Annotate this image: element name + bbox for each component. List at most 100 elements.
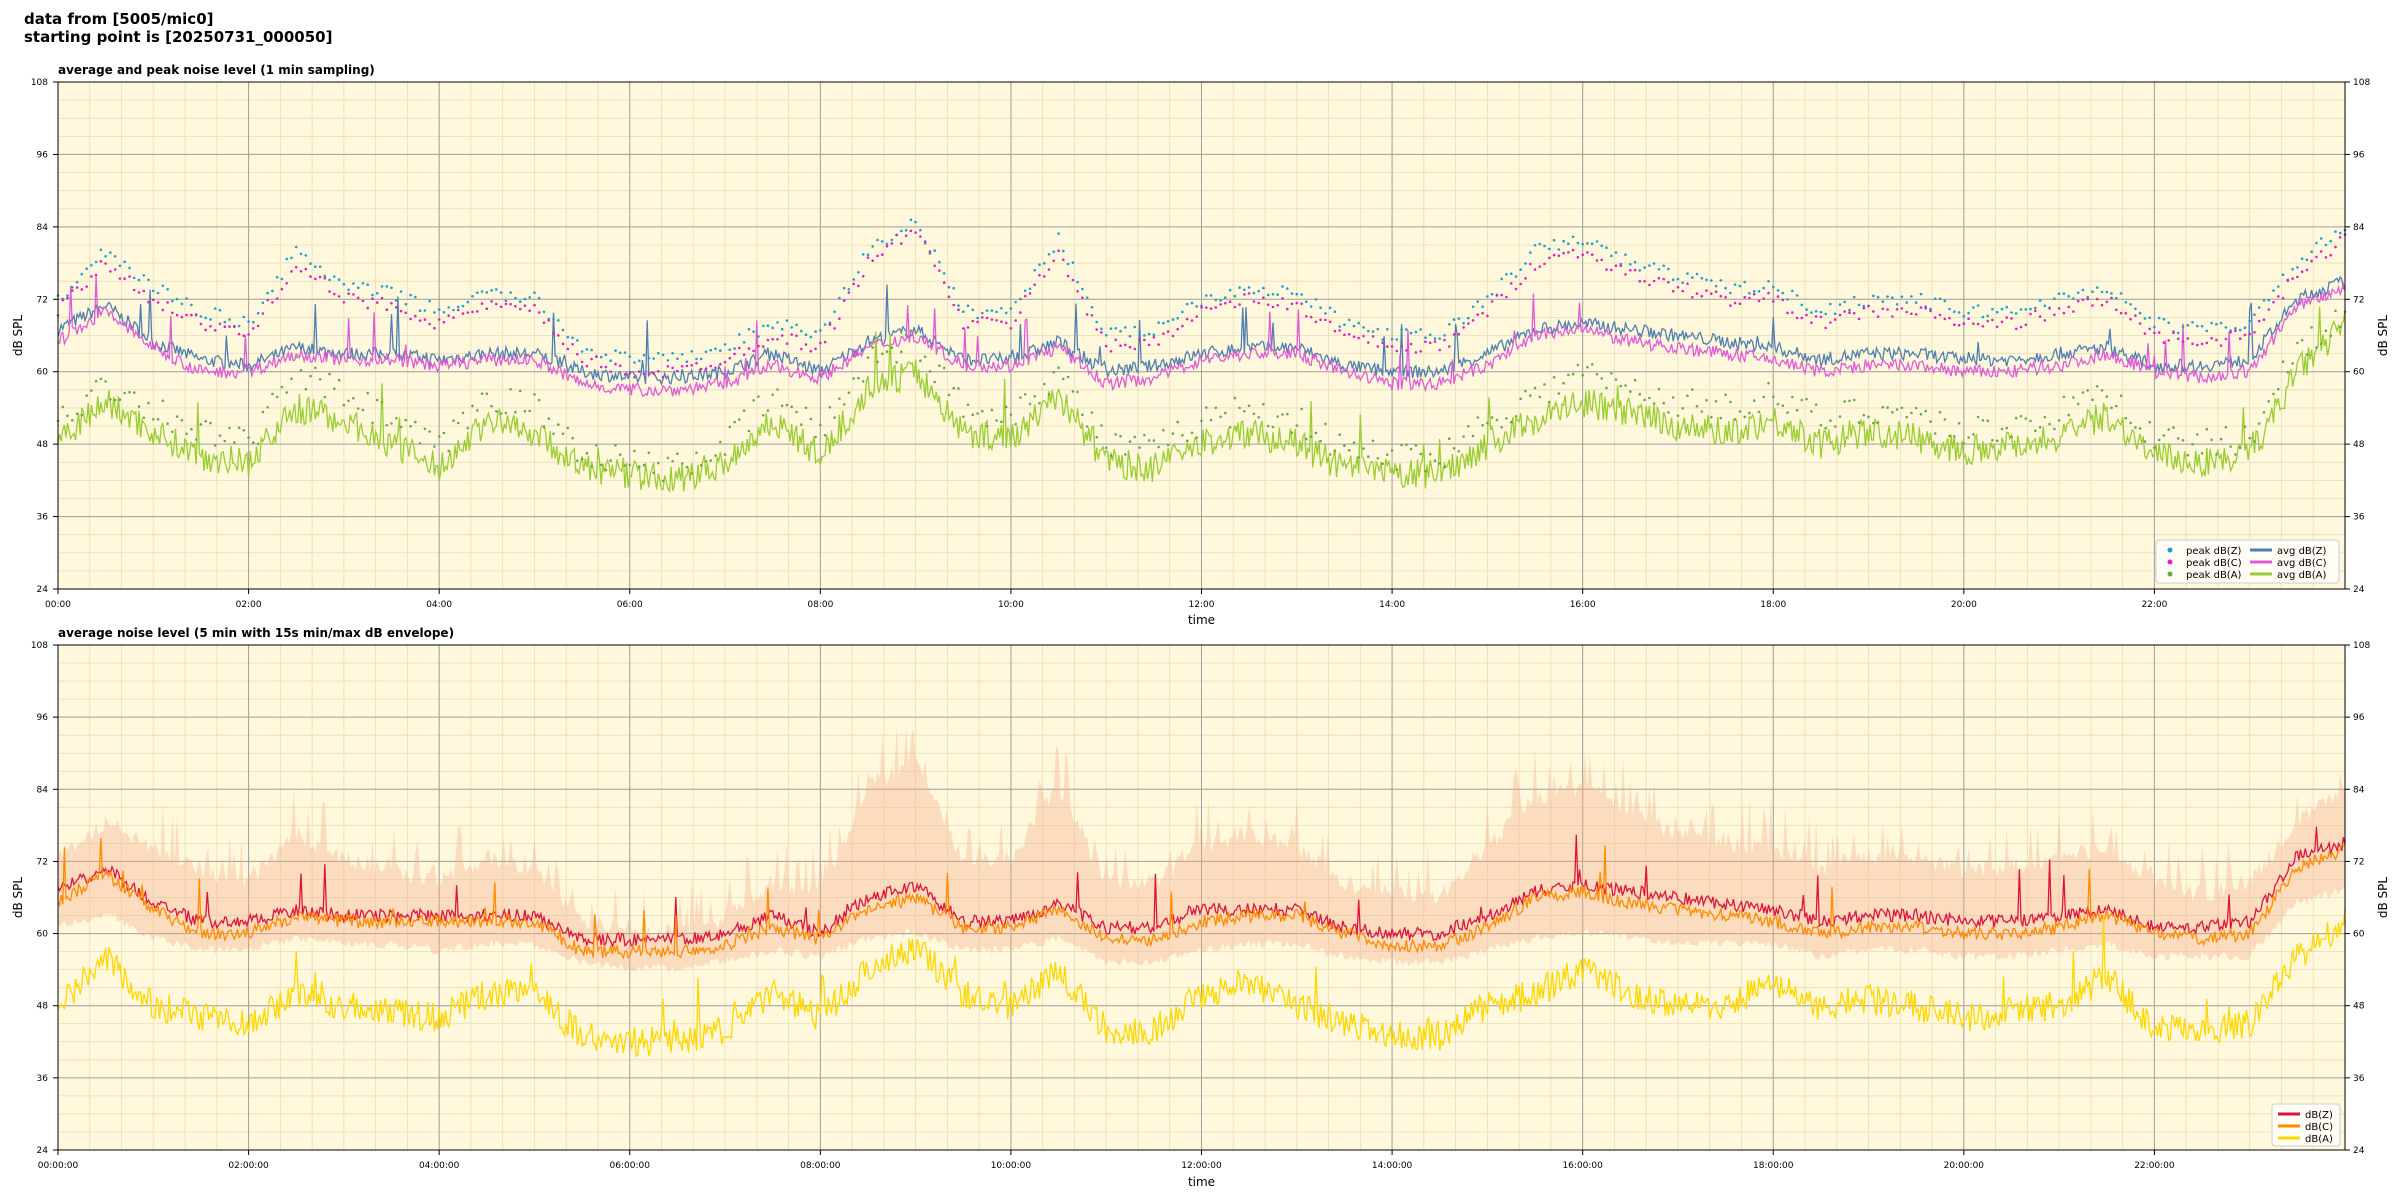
data-point	[928, 370, 932, 373]
data-point	[233, 325, 236, 329]
data-point	[557, 423, 560, 426]
data-point	[1590, 363, 1594, 366]
data-point	[2162, 341, 2166, 345]
data-point	[576, 353, 579, 356]
data-point	[1843, 300, 1846, 304]
data-point	[876, 360, 879, 364]
data-point	[1224, 411, 1227, 415]
data-point	[1471, 319, 1475, 322]
x-tick-label: 20:00:00	[1944, 1161, 1985, 1171]
data-point	[1972, 322, 1975, 326]
data-point	[252, 441, 255, 444]
data-point	[1338, 325, 1341, 328]
data-point	[1800, 303, 1804, 307]
data-point	[1100, 327, 1103, 331]
data-point	[1276, 293, 1279, 296]
data-point	[1972, 433, 1975, 436]
data-point	[966, 403, 970, 407]
data-point	[2205, 427, 2209, 431]
data-point	[2076, 291, 2080, 295]
x-tick-label: 02:00:00	[228, 1161, 269, 1171]
data-point	[1619, 264, 1623, 268]
data-point	[1833, 312, 1837, 316]
data-point	[914, 220, 917, 224]
data-point	[699, 367, 703, 371]
data-point	[1991, 438, 1994, 442]
data-point	[366, 391, 370, 395]
data-point	[337, 278, 341, 281]
data-point	[1671, 278, 1675, 282]
data-point	[1004, 405, 1008, 409]
data-point	[1066, 375, 1070, 379]
data-point	[1019, 297, 1022, 301]
data-point	[1066, 274, 1070, 278]
data-point	[2191, 342, 2194, 346]
data-point	[309, 374, 312, 378]
data-point	[1400, 328, 1403, 331]
data-point	[385, 285, 389, 288]
data-point	[1662, 264, 1665, 268]
data-point	[971, 319, 975, 323]
data-point	[638, 359, 641, 363]
data-point	[1367, 341, 1370, 344]
data-point	[147, 278, 150, 282]
data-point	[190, 427, 193, 431]
y-tick-label-left: 84	[37, 223, 49, 233]
data-point	[1838, 313, 1842, 317]
data-point	[342, 282, 346, 286]
data-point	[652, 371, 655, 375]
data-point	[1300, 293, 1303, 296]
data-point	[1290, 302, 1294, 306]
data-point	[1114, 327, 1117, 330]
data-point	[1424, 336, 1427, 340]
data-point	[1962, 442, 1966, 445]
data-point	[1171, 334, 1175, 338]
data-point	[604, 468, 608, 472]
data-point	[518, 300, 522, 304]
data-point	[1386, 328, 1389, 331]
data-point	[2319, 250, 2323, 253]
data-point	[1843, 310, 1846, 313]
data-point	[1705, 278, 1708, 282]
data-point	[2205, 329, 2209, 333]
data-point	[1047, 253, 1051, 256]
data-point	[2091, 398, 2094, 402]
data-point	[1538, 395, 1542, 399]
data-point	[1219, 303, 1222, 306]
legend-label: avg dB(Z)	[2277, 546, 2327, 557]
data-point	[2072, 297, 2075, 300]
data-point	[85, 267, 88, 271]
data-point	[204, 419, 207, 423]
data-point	[957, 304, 960, 307]
data-point	[657, 352, 660, 355]
data-point	[1490, 292, 1494, 296]
data-point	[790, 333, 793, 336]
data-point	[218, 322, 222, 326]
data-point	[2257, 319, 2261, 323]
data-point	[1357, 336, 1360, 340]
data-point	[742, 409, 746, 413]
data-point	[104, 262, 107, 265]
data-point	[2272, 392, 2275, 396]
data-point	[156, 301, 160, 304]
data-point	[1490, 416, 1494, 419]
data-point	[1548, 256, 1551, 260]
data-point	[1100, 331, 1103, 334]
data-point	[342, 301, 346, 304]
data-point	[1081, 413, 1084, 417]
data-point	[1043, 262, 1046, 265]
data-point	[2272, 289, 2275, 292]
data-point	[1500, 293, 1503, 297]
legend-label: avg dB(C)	[2277, 558, 2327, 569]
data-point	[1195, 315, 1198, 318]
data-point	[2067, 294, 2070, 298]
data-point	[1881, 300, 1885, 304]
x-tick-label: 08:00	[807, 600, 833, 610]
data-point	[1810, 321, 1813, 325]
data-point	[1562, 381, 1565, 385]
data-point	[2186, 453, 2190, 457]
data-point	[1729, 291, 1732, 295]
data-point	[2215, 453, 2218, 456]
data-point	[147, 300, 150, 304]
data-point	[2229, 445, 2232, 448]
